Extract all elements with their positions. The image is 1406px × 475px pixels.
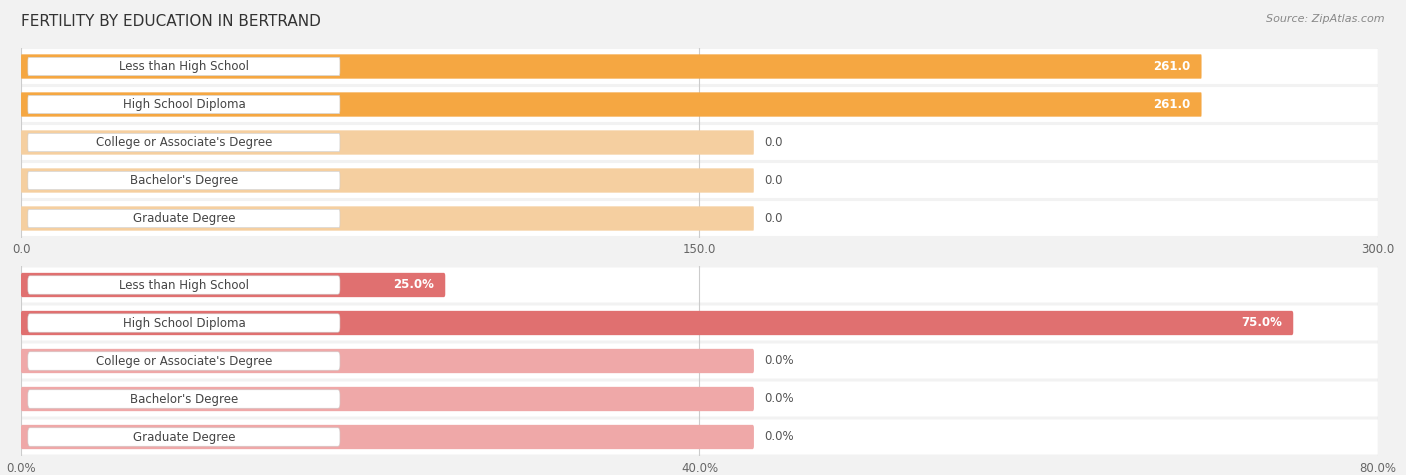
Text: Bachelor's Degree: Bachelor's Degree bbox=[129, 174, 238, 187]
Text: College or Associate's Degree: College or Associate's Degree bbox=[96, 136, 273, 149]
FancyBboxPatch shape bbox=[21, 273, 446, 297]
FancyBboxPatch shape bbox=[28, 390, 340, 408]
Text: 0.0: 0.0 bbox=[765, 174, 783, 187]
FancyBboxPatch shape bbox=[28, 276, 340, 294]
Text: 261.0: 261.0 bbox=[1153, 60, 1191, 73]
FancyBboxPatch shape bbox=[21, 343, 1378, 379]
Text: Less than High School: Less than High School bbox=[120, 60, 249, 73]
Text: College or Associate's Degree: College or Associate's Degree bbox=[96, 354, 273, 368]
FancyBboxPatch shape bbox=[21, 125, 1378, 160]
Text: 0.0%: 0.0% bbox=[765, 392, 794, 406]
FancyBboxPatch shape bbox=[21, 267, 1378, 303]
FancyBboxPatch shape bbox=[21, 130, 754, 155]
FancyBboxPatch shape bbox=[21, 381, 1378, 417]
FancyBboxPatch shape bbox=[21, 49, 1378, 84]
Text: Less than High School: Less than High School bbox=[120, 278, 249, 292]
Text: 75.0%: 75.0% bbox=[1241, 316, 1282, 330]
FancyBboxPatch shape bbox=[21, 92, 1202, 117]
FancyBboxPatch shape bbox=[28, 209, 340, 228]
Text: 0.0%: 0.0% bbox=[765, 354, 794, 368]
FancyBboxPatch shape bbox=[21, 206, 754, 231]
FancyBboxPatch shape bbox=[28, 171, 340, 190]
FancyBboxPatch shape bbox=[28, 428, 340, 446]
Text: 0.0: 0.0 bbox=[765, 212, 783, 225]
Text: 25.0%: 25.0% bbox=[394, 278, 434, 292]
Text: Graduate Degree: Graduate Degree bbox=[132, 430, 235, 444]
Text: Source: ZipAtlas.com: Source: ZipAtlas.com bbox=[1267, 14, 1385, 24]
FancyBboxPatch shape bbox=[21, 387, 754, 411]
FancyBboxPatch shape bbox=[28, 133, 340, 152]
FancyBboxPatch shape bbox=[21, 87, 1378, 122]
Text: High School Diploma: High School Diploma bbox=[122, 316, 245, 330]
Text: High School Diploma: High School Diploma bbox=[122, 98, 245, 111]
Text: FERTILITY BY EDUCATION IN BERTRAND: FERTILITY BY EDUCATION IN BERTRAND bbox=[21, 14, 321, 29]
FancyBboxPatch shape bbox=[28, 352, 340, 370]
FancyBboxPatch shape bbox=[28, 314, 340, 332]
Text: Bachelor's Degree: Bachelor's Degree bbox=[129, 392, 238, 406]
FancyBboxPatch shape bbox=[21, 163, 1378, 198]
FancyBboxPatch shape bbox=[21, 425, 754, 449]
FancyBboxPatch shape bbox=[21, 201, 1378, 236]
Text: 0.0: 0.0 bbox=[765, 136, 783, 149]
FancyBboxPatch shape bbox=[28, 95, 340, 114]
FancyBboxPatch shape bbox=[21, 168, 754, 193]
Text: 261.0: 261.0 bbox=[1153, 98, 1191, 111]
FancyBboxPatch shape bbox=[21, 305, 1378, 341]
FancyBboxPatch shape bbox=[21, 54, 1202, 79]
Text: Graduate Degree: Graduate Degree bbox=[132, 212, 235, 225]
FancyBboxPatch shape bbox=[28, 57, 340, 76]
FancyBboxPatch shape bbox=[21, 311, 1294, 335]
FancyBboxPatch shape bbox=[21, 349, 754, 373]
Text: 0.0%: 0.0% bbox=[765, 430, 794, 444]
FancyBboxPatch shape bbox=[21, 419, 1378, 455]
